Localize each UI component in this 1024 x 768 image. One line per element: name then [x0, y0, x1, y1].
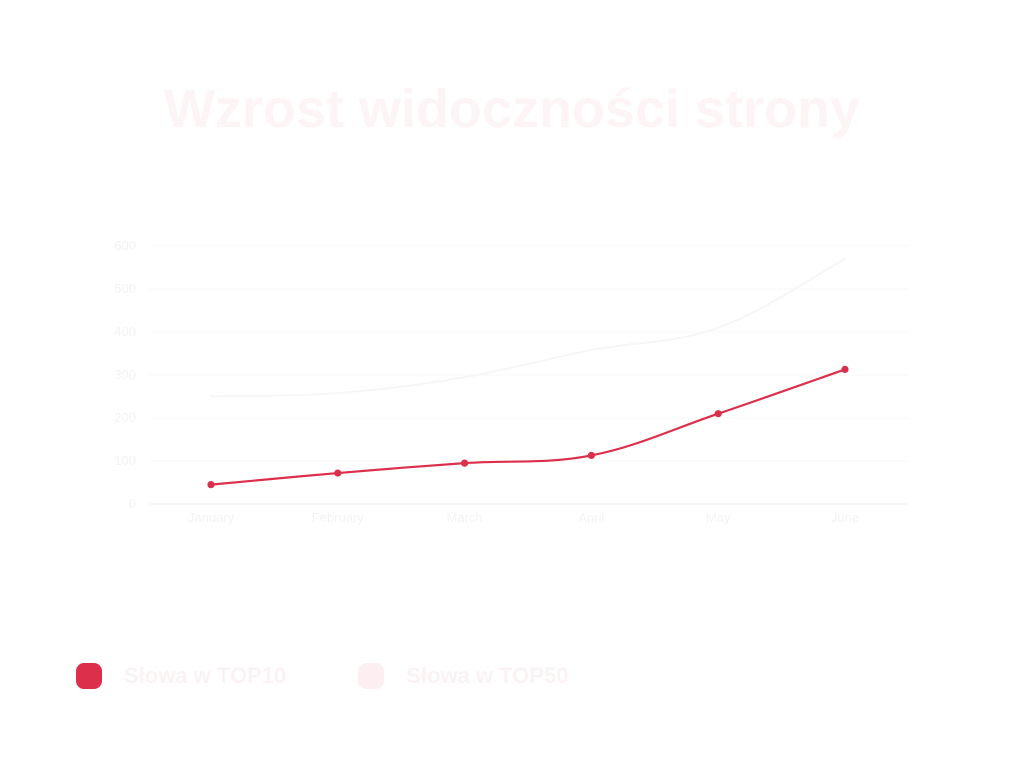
y-tick-label: 200 [114, 410, 136, 425]
series-line [210, 368, 846, 486]
legend-swatch-top50 [358, 663, 385, 689]
series-line [210, 258, 846, 398]
data-point[interactable] [334, 469, 342, 477]
x-tick-label: January [188, 510, 235, 525]
data-point[interactable] [841, 365, 849, 374]
legend-label-top50: Słowa w TOP50 [406, 663, 569, 688]
y-tick-label: 300 [114, 367, 136, 382]
series-layer [207, 258, 849, 489]
series-top10 [207, 365, 849, 489]
y-tick-label: 0 [129, 496, 136, 511]
y-tick-label: 400 [114, 324, 136, 339]
grid-layer [150, 245, 908, 505]
x-tick-label: May [706, 510, 731, 525]
legend-label-top10: Słowa w TOP10 [124, 663, 287, 688]
data-point[interactable] [587, 451, 596, 460]
legend-swatch-top10 [76, 663, 102, 689]
legend: Słowa w TOP10 Słowa w TOP50 [76, 660, 640, 692]
legend-item-top10[interactable]: Słowa w TOP10 [76, 663, 286, 689]
y-tick-label: 500 [114, 281, 136, 296]
x-tick-label: April [578, 510, 604, 525]
y-tick-label: 600 [114, 238, 136, 253]
legend-item-top50[interactable]: Słowa w TOP50 [358, 663, 568, 689]
data-point[interactable] [207, 481, 215, 489]
data-point[interactable] [461, 459, 469, 467]
chart-title: Wzrost widoczności strony [163, 79, 861, 139]
series-top50 [210, 258, 846, 398]
y-axis: 0 100 200 300 400 500 600 [114, 238, 136, 511]
data-point[interactable] [714, 410, 722, 418]
x-tick-label: March [447, 510, 483, 525]
x-tick-label: February [312, 510, 365, 525]
x-tick-label: June [831, 510, 859, 525]
x-axis: January February March April May June [188, 510, 859, 525]
y-tick-label: 100 [114, 453, 136, 468]
